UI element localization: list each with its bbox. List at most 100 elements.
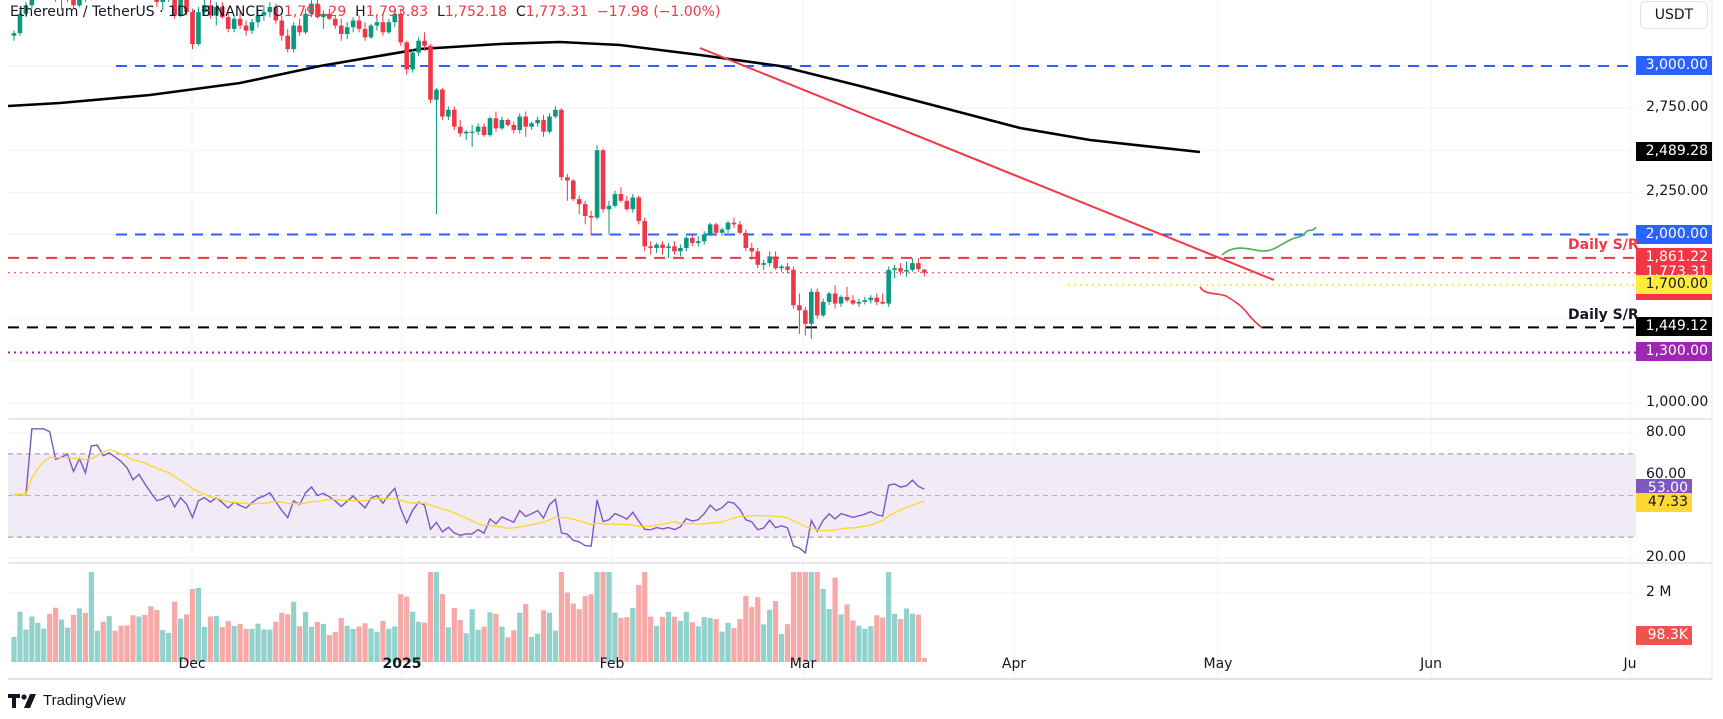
candle-body: [678, 247, 683, 252]
sma200-line: [7, 40, 1201, 154]
volume-bar: [88, 572, 94, 662]
volume-bar: [302, 611, 309, 662]
candle: [594, 145, 600, 220]
candle: [529, 121, 534, 131]
candle-body: [422, 40, 427, 46]
candle: [29, 0, 35, 9]
candle: [654, 242, 659, 254]
daily-sr-upper-tag: 1,861.22: [1636, 247, 1712, 267]
volume-bar: [576, 609, 582, 662]
candle: [850, 295, 856, 306]
candle-body: [684, 237, 689, 248]
volume-bar: [683, 611, 689, 662]
candle: [588, 210, 594, 235]
candle-body: [487, 118, 493, 136]
volume-bar: [874, 615, 880, 662]
symbol-name[interactable]: Ethereum / TetherUS: [10, 4, 155, 20]
volume-bar: [892, 613, 898, 662]
candle-body: [333, 18, 338, 26]
interval[interactable]: 1D: [168, 4, 188, 20]
candle-body: [630, 197, 636, 210]
volume-bar: [642, 572, 648, 662]
candle: [196, 7, 201, 46]
candle-body: [565, 177, 570, 181]
volume-bar: [784, 624, 791, 662]
volume-bar: [731, 627, 737, 662]
volume-bar: [166, 632, 172, 662]
candle: [755, 247, 761, 269]
candle: [809, 288, 814, 339]
candle: [868, 295, 874, 304]
candle: [219, 1, 225, 19]
volume-bar: [832, 577, 838, 662]
candle: [880, 293, 885, 305]
tradingview-brand[interactable]: TradingView: [8, 692, 126, 709]
candle: [285, 28, 290, 53]
descending-trendline[interactable]: [699, 47, 1275, 281]
volume-bar: [915, 614, 921, 662]
candle-body: [737, 224, 743, 233]
candle-body: [434, 89, 439, 100]
volume-bar: [838, 614, 844, 662]
volume-bar: [802, 572, 808, 662]
candle-body: [184, 0, 189, 13]
candle: [678, 244, 683, 257]
candle-body: [571, 180, 576, 200]
candle: [214, 1, 219, 26]
volume-bar: [654, 625, 660, 662]
volume-bar: [558, 572, 564, 662]
candle: [892, 264, 897, 279]
candle: [725, 221, 731, 233]
candle: [820, 298, 826, 318]
currency-button[interactable]: USDT: [1640, 1, 1708, 29]
volume-bar: [868, 626, 874, 662]
volume-bar: [392, 626, 398, 662]
candle-body: [11, 33, 17, 36]
volume-bar: [909, 613, 916, 662]
candle: [422, 32, 427, 51]
time-tick: Mar: [789, 656, 817, 672]
volume-bar: [790, 572, 797, 662]
candle-body: [475, 126, 481, 132]
candle: [362, 22, 368, 41]
volume-bar: [903, 608, 910, 662]
grid: [8, 0, 1636, 679]
volume-bar: [826, 609, 832, 662]
candle: [338, 18, 344, 41]
rsi-ma-line: [13, 448, 925, 532]
brand-name: TradingView: [43, 692, 126, 709]
candle: [446, 106, 451, 120]
candle-body: [713, 224, 719, 233]
candle: [350, 17, 356, 33]
volume-bar: [183, 614, 190, 662]
volume-bar: [529, 636, 535, 662]
candle: [773, 251, 778, 270]
candle-body: [618, 194, 624, 201]
candle: [321, 10, 326, 29]
candle-body: [446, 109, 451, 117]
candle-body: [410, 52, 415, 70]
volume-tick: 2 M: [1646, 584, 1672, 600]
candle: [416, 37, 421, 56]
candle-body: [749, 247, 755, 252]
volume-bar: [737, 619, 743, 662]
volume-bar: [814, 572, 820, 662]
candle-body: [606, 205, 612, 210]
volume-bar: [689, 622, 695, 662]
candle: [672, 241, 677, 255]
volume-bar: [17, 611, 23, 662]
candle: [440, 87, 445, 120]
candle-body: [77, 0, 82, 6]
candle: [428, 44, 433, 104]
volume-bar: [178, 618, 184, 662]
volume-bar: [505, 637, 511, 662]
candle-body: [886, 269, 891, 304]
candle: [202, 0, 207, 16]
candles: [11, 0, 927, 339]
volume-bar: [427, 572, 434, 662]
candle: [327, 8, 332, 21]
candle: [922, 269, 927, 277]
candle: [916, 258, 921, 272]
candle: [493, 111, 499, 132]
